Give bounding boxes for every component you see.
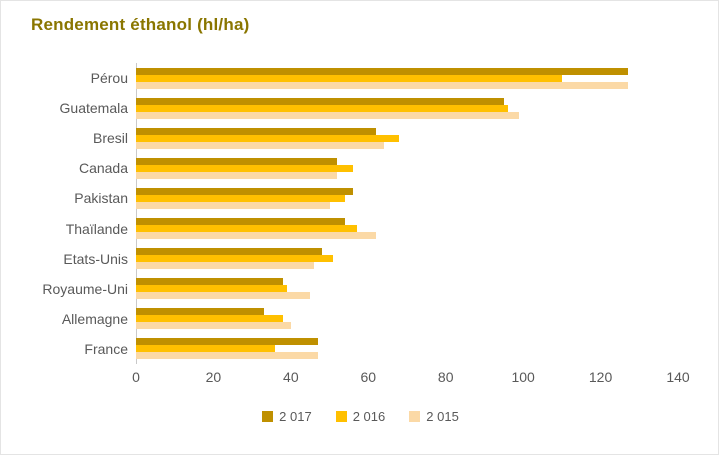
bar-2016-Allemagne — [136, 315, 284, 323]
bar-2017-Pakistan — [136, 187, 353, 195]
bar-2016-Pakistan — [136, 194, 346, 202]
bar-2015-Guatemala — [136, 111, 520, 119]
bar-2016-Etats-Unis — [136, 255, 334, 263]
bar-2016-France — [136, 345, 276, 353]
bar-2017-Allemagne — [136, 308, 264, 316]
category-label: Pakistan — [74, 190, 128, 207]
bar-2016-Canada — [136, 164, 353, 172]
legend-swatch-icon — [262, 411, 274, 422]
x-tick-label: 140 — [666, 369, 690, 385]
category-label: Canada — [78, 160, 128, 177]
legend-label: 2 015 — [426, 409, 459, 424]
category-axis-line — [136, 63, 137, 364]
x-tick-label: 0 — [132, 369, 140, 385]
bar-2015-Allemagne — [136, 322, 291, 330]
category-label: Bresil — [92, 130, 128, 147]
legend-swatch-icon — [409, 411, 421, 422]
bar-2015-France — [136, 352, 318, 360]
bar-2015-Royaume-Uni — [136, 292, 311, 300]
x-tick-label: 40 — [283, 369, 299, 385]
bar-2017-Royaume-Uni — [136, 278, 284, 286]
legend-label: 2 017 — [279, 409, 312, 424]
legend: 2 017 2 016 2 015 — [1, 409, 718, 424]
bar-group — [136, 183, 678, 213]
bar-2017-Bresil — [136, 127, 377, 135]
bar-group — [136, 63, 678, 93]
x-tick-label: 80 — [437, 369, 454, 385]
bar-2016-Royaume-Uni — [136, 285, 287, 293]
bar-group — [136, 153, 678, 183]
bar-2015-Thaïlande — [136, 232, 377, 239]
bar-2015-Pérou — [136, 81, 628, 89]
legend-swatch-icon — [335, 411, 347, 422]
x-tick-label: 100 — [511, 369, 535, 385]
legend-item: 2 016 — [335, 409, 386, 424]
bar-group — [136, 334, 678, 364]
bar-2017-Pérou — [136, 67, 628, 75]
bar-group — [136, 93, 678, 123]
bar-2016-Pérou — [136, 74, 562, 82]
bar-2016-Guatemala — [136, 104, 508, 112]
category-label: France — [84, 340, 128, 357]
bar-group — [136, 244, 678, 274]
category-axis-labels: Pérou Guatemala Bresil Canada Pakistan Thaïla… — [1, 63, 128, 364]
bar-2017-Etats-Unis — [136, 248, 322, 256]
value-axis-ticks: 0 20 40 60 80 100 120 140 — [132, 369, 690, 387]
legend-label: 2 016 — [352, 409, 386, 424]
bar-2015-Pakistan — [136, 201, 330, 209]
x-tick-label: 120 — [588, 369, 613, 385]
bar-2017-Guatemala — [136, 97, 504, 105]
category-label: Thaïlande — [65, 220, 128, 237]
legend-item: 2 017 — [262, 409, 312, 424]
category-label: Royaume-Uni — [42, 280, 128, 297]
bar-2017-France — [136, 338, 318, 346]
bar-group — [136, 123, 678, 153]
category-label: Pérou — [90, 70, 128, 86]
bar-2015-Etats-Unis — [136, 262, 315, 270]
bar-group — [136, 304, 678, 334]
bar-2015-Canada — [136, 171, 338, 179]
x-tick-label: 20 — [205, 369, 222, 385]
category-label: Guatemala — [59, 100, 128, 117]
bar-group — [136, 274, 678, 304]
x-tick-label: 60 — [360, 369, 377, 385]
chart-title: Rendement éthanol (hl/ha) — [31, 15, 250, 34]
bar-2016-Thaïlande — [136, 225, 357, 232]
bar-2017-Thaïlande — [136, 218, 346, 225]
category-label: Allemagne — [61, 310, 128, 327]
bar-2017-Canada — [136, 157, 338, 165]
bar-2016-Bresil — [136, 134, 400, 142]
legend-item: 2 015 — [409, 409, 459, 424]
bar-2015-Bresil — [136, 141, 384, 149]
bar-group — [136, 214, 678, 244]
plot-area — [136, 63, 678, 364]
category-label: Etats-Unis — [63, 250, 128, 267]
